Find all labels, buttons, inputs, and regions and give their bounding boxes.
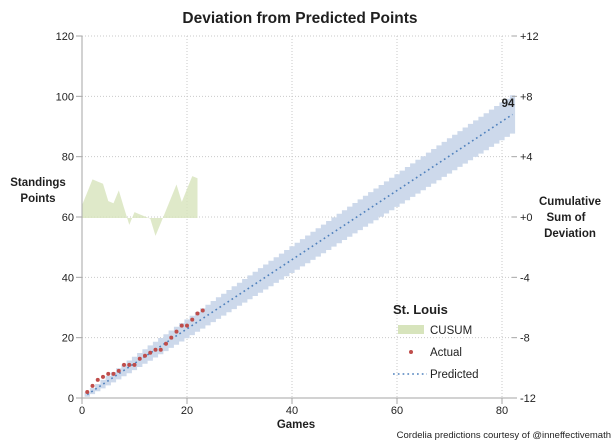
right-tick-label: +8 [520, 91, 533, 103]
axis-lines [76, 35, 517, 404]
right-tick-label: +0 [520, 212, 533, 224]
right-tick-label: +4 [520, 152, 533, 164]
legend: St. Louis CUSUM Actual Predicted [393, 302, 479, 381]
left-tick-label: 0 [68, 393, 74, 405]
actual-points [85, 308, 205, 394]
right-tick-label: -8 [520, 333, 530, 345]
gridlines [82, 35, 512, 399]
bottom-tick-label: 40 [286, 405, 298, 417]
right-axis-title-line1: Cumulative [539, 196, 601, 208]
credit-caption: Cordelia predictions courtesy of @inneff… [397, 430, 611, 441]
right-axis-title-line2: Sum of [547, 212, 586, 224]
bottom-tick-label: 0 [79, 405, 85, 417]
right-tick-label: -12 [520, 393, 536, 405]
predicted-line [86, 113, 513, 396]
left-tick-label: 80 [62, 152, 74, 164]
legend-actual-swatch [409, 350, 413, 354]
legend-cusum-swatch [398, 325, 424, 334]
right-axis-title-line3: Deviation [544, 228, 596, 240]
legend-title: St. Louis [393, 302, 448, 317]
left-tick-label: 40 [62, 272, 74, 284]
bottom-tick-label: 60 [391, 405, 403, 417]
legend-item-cusum: CUSUM [430, 325, 472, 337]
bottom-tick-label: 20 [181, 405, 193, 417]
cusum-area [82, 176, 198, 236]
left-tick-label: 100 [56, 91, 74, 103]
tick-labels: 120 100 80 60 40 20 0 +12 +8 +4 +0 -4 -8 -12 0 20 40 60 80 [56, 31, 539, 417]
x-axis-title: Games [277, 419, 315, 431]
legend-item-actual: Actual [430, 347, 462, 359]
bottom-tick-label: 80 [496, 405, 508, 417]
left-tick-label: 120 [56, 31, 74, 43]
left-axis-title-line2: Points [20, 193, 55, 205]
left-tick-label: 60 [62, 212, 74, 224]
legend-item-predicted: Predicted [430, 369, 479, 381]
right-tick-label: -4 [520, 272, 530, 284]
final-predicted-value-label: 94 [502, 98, 515, 110]
left-tick-label: 20 [62, 333, 74, 345]
left-axis-title-line1: Standings [10, 177, 66, 189]
chart-title: Deviation from Predicted Points [182, 10, 417, 27]
right-tick-label: +12 [520, 31, 539, 43]
